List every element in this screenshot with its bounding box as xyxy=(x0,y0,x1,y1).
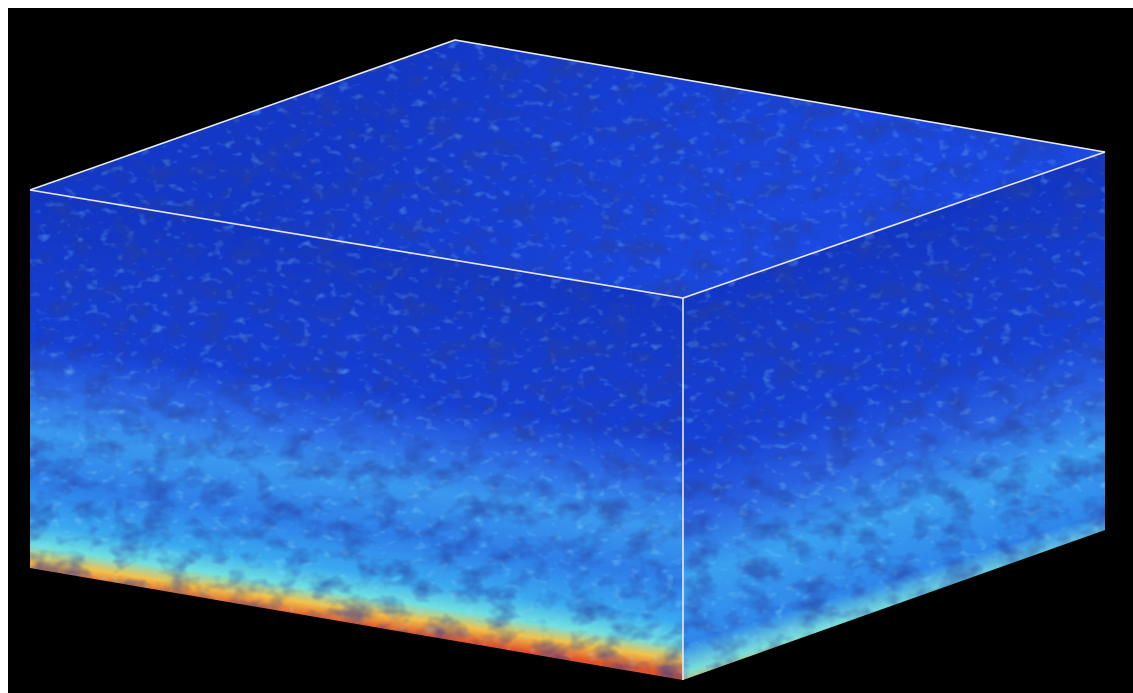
texture xyxy=(30,40,1105,680)
page xyxy=(0,0,1133,693)
texture-shadows xyxy=(30,40,1105,680)
render-view xyxy=(0,0,1133,693)
